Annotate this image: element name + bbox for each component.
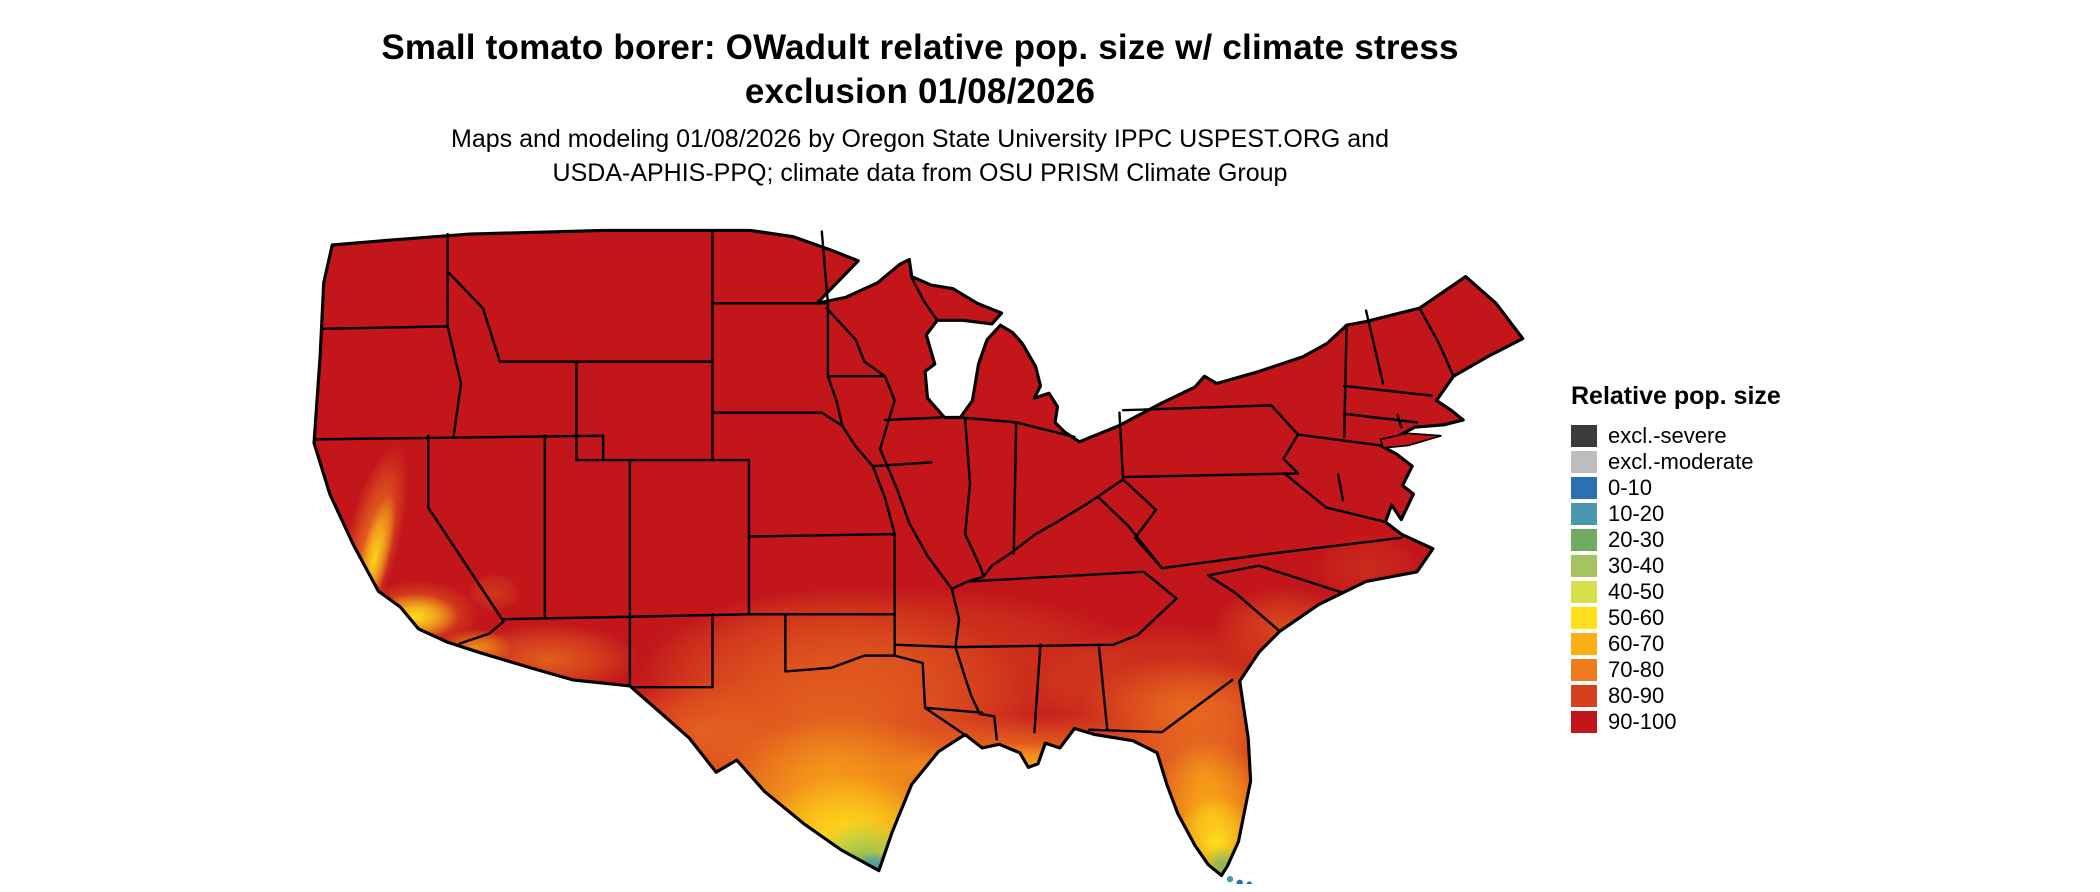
legend-item-20-30: 20-30 xyxy=(1571,527,1871,553)
legend-swatch xyxy=(1571,711,1597,733)
legend-label: 80-90 xyxy=(1608,683,1665,708)
legend-item-40-50: 40-50 xyxy=(1571,579,1871,605)
title-line-1: Small tomato borer: OWadult relative pop… xyxy=(381,28,1459,67)
legend-label: 10-20 xyxy=(1608,501,1665,526)
legend-label: 30-40 xyxy=(1608,553,1665,578)
legend-swatch xyxy=(1571,425,1597,447)
us-map xyxy=(311,228,1527,887)
legend-item-90-100: 90-100 xyxy=(1571,709,1871,735)
legend-item-70-80: 70-80 xyxy=(1571,657,1871,683)
legend-item-30-40: 30-40 xyxy=(1571,553,1871,579)
legend-label: 40-50 xyxy=(1608,579,1665,604)
legend-item-80-90: 80-90 xyxy=(1571,683,1871,709)
legend-item-0-10: 0-10 xyxy=(1571,475,1871,501)
legend-swatch xyxy=(1571,607,1597,629)
legend-swatch xyxy=(1571,685,1597,707)
legend-swatch xyxy=(1571,633,1597,655)
long-island xyxy=(1379,432,1442,449)
zone-carolina-coast xyxy=(1313,534,1424,603)
legend-label: 60-70 xyxy=(1608,631,1665,656)
legend-label: excl.-moderate xyxy=(1608,449,1754,474)
legend-label: 0-10 xyxy=(1608,475,1653,500)
legend-label: excl.-severe xyxy=(1608,423,1727,448)
legend-swatch xyxy=(1571,529,1597,551)
subtitle-line-2: USDA-APHIS-PPQ; climate data from OSU PR… xyxy=(552,159,1288,187)
legend-swatch xyxy=(1571,503,1597,525)
florida-keys xyxy=(1226,875,1253,887)
legend-swatch xyxy=(1571,477,1597,499)
legend-item-excl-moderate: excl.-moderate xyxy=(1571,449,1871,475)
zone-socal-yellow xyxy=(371,593,459,640)
legend-label: 20-30 xyxy=(1608,527,1665,552)
legend-item-50-60: 50-60 xyxy=(1571,605,1871,631)
legend-title: Relative pop. size xyxy=(1571,382,1781,410)
subtitle: Maps and modeling 01/08/2026 by Oregon S… xyxy=(0,122,1840,190)
legend-label: 90-100 xyxy=(1608,709,1677,734)
legend: Relative pop. size excl.-severe excl.-mo… xyxy=(1571,382,1871,735)
us-map-svg xyxy=(312,228,1525,887)
legend-label: 50-60 xyxy=(1608,605,1665,630)
legend-label: 70-80 xyxy=(1608,657,1665,682)
zone-southern-nevada xyxy=(467,573,521,612)
legend-swatch xyxy=(1571,555,1597,577)
legend-item-60-70: 60-70 xyxy=(1571,631,1871,657)
page-title: Small tomato borer: OWadult relative pop… xyxy=(0,26,1840,114)
title-line-2: exclusion 01/08/2026 xyxy=(744,72,1096,111)
state-boundaries xyxy=(312,230,1455,741)
legend-swatch xyxy=(1571,451,1597,473)
legend-swatch xyxy=(1571,659,1597,681)
legend-swatch xyxy=(1571,581,1597,603)
subtitle-line-1: Maps and modeling 01/08/2026 by Oregon S… xyxy=(451,125,1389,153)
legend-item-10-20: 10-20 xyxy=(1571,501,1871,527)
legend-item-excl-severe: excl.-severe xyxy=(1571,423,1871,449)
